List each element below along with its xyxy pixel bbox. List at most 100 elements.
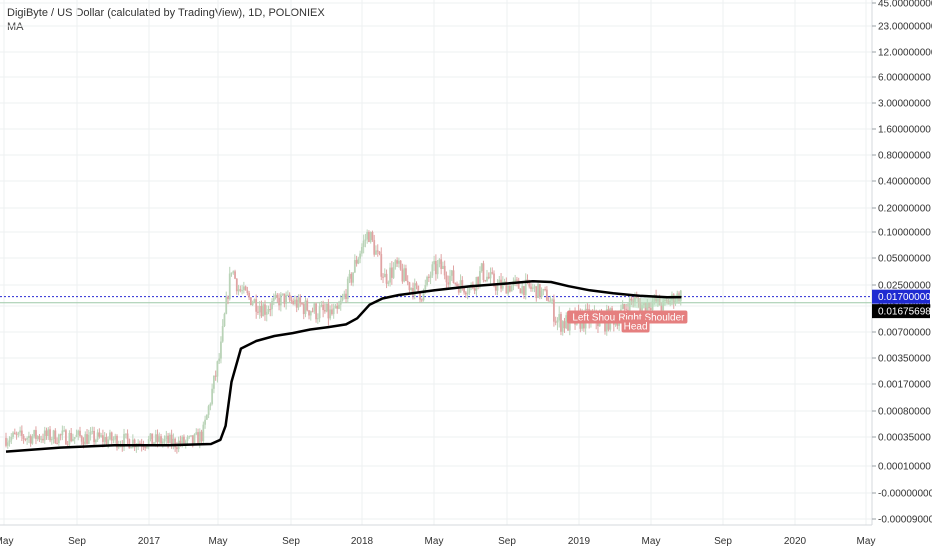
candle-body — [288, 294, 291, 301]
candle-body — [96, 432, 99, 440]
candle-body — [385, 273, 388, 284]
candle-body — [323, 310, 326, 312]
candle-body — [57, 434, 60, 444]
candle-body — [547, 300, 550, 302]
candle-body — [304, 300, 307, 315]
candle-body — [29, 435, 32, 444]
candle-body — [353, 260, 356, 273]
candle-body — [168, 434, 171, 443]
candle-body — [242, 286, 245, 291]
candle-body — [315, 303, 317, 320]
candle-body — [417, 285, 420, 293]
candle-body — [101, 435, 104, 442]
candle-body — [475, 277, 478, 291]
candle-body — [537, 284, 539, 299]
candle-body — [563, 321, 566, 329]
candle-body — [533, 286, 536, 288]
candle-body — [510, 285, 513, 292]
candle-body — [394, 260, 397, 268]
candle-body — [77, 430, 80, 435]
candle-body — [449, 275, 451, 285]
y-tick-label: 12.00000000 — [878, 48, 932, 59]
candle-body — [47, 429, 50, 436]
candle-body — [477, 277, 480, 286]
candle-body — [241, 290, 243, 292]
x-axis-panel[interactable] — [0, 525, 872, 550]
candle-body — [507, 286, 510, 294]
candle-body — [413, 283, 416, 296]
candle-body — [191, 435, 194, 444]
candle-body — [325, 303, 328, 312]
candle-body — [597, 322, 599, 327]
candle-body — [110, 432, 113, 441]
candle-body — [498, 279, 501, 284]
candle-body — [264, 304, 266, 315]
candle-body — [59, 434, 62, 436]
candle-body — [392, 267, 395, 278]
x-axis[interactable]: May Sep 2017 May Sep 2018 May Sep 2019 May Sep 2020… — [0, 536, 875, 547]
x-tick-label: May — [209, 536, 228, 547]
y-tick-label: 6.00000000 — [878, 73, 931, 84]
candle-body — [479, 271, 481, 286]
annotation-box[interactable] — [621, 319, 650, 333]
candle-body — [364, 239, 367, 241]
candle-body — [387, 282, 390, 284]
candle-body — [35, 430, 37, 439]
candle-body — [246, 290, 249, 294]
candle-body — [456, 283, 458, 287]
candle-body — [260, 305, 263, 317]
candle-body — [112, 439, 115, 441]
candle-body — [461, 280, 464, 288]
y-tick-label: 0.80000000 — [878, 151, 931, 162]
candle-body — [283, 293, 286, 304]
candle-body — [172, 438, 175, 445]
candle-body — [279, 294, 282, 306]
candle-body — [181, 436, 184, 444]
candle-body — [447, 282, 450, 285]
y-axis-panel[interactable] — [872, 0, 932, 550]
candle-body — [322, 304, 325, 311]
candle-body — [410, 288, 413, 290]
candle-body — [61, 430, 64, 436]
candle-body — [415, 283, 418, 286]
candle-body — [105, 436, 108, 444]
candle-body — [72, 438, 74, 441]
candle-body — [313, 303, 316, 312]
candle-body — [94, 439, 97, 443]
candle-body — [436, 263, 439, 275]
candle-body — [20, 430, 23, 436]
candle-body — [33, 430, 36, 437]
ma-badge — [872, 304, 930, 319]
candle-body — [334, 305, 337, 309]
candle-body — [214, 375, 217, 377]
candle-body — [355, 260, 358, 264]
candle-body — [42, 438, 44, 441]
candle-body — [318, 306, 321, 319]
candle-body — [212, 375, 215, 389]
candle-body — [565, 315, 568, 329]
candle-body — [292, 300, 295, 304]
candle-body — [401, 269, 404, 282]
candle-body — [24, 439, 27, 441]
candle-body — [445, 275, 448, 283]
candle-body — [366, 231, 369, 240]
indicator-label[interactable]: MA — [7, 21, 24, 33]
candle-body — [186, 437, 189, 441]
candle-body — [331, 309, 333, 315]
candle-body — [200, 431, 203, 442]
candle-body — [218, 358, 221, 362]
candle-body — [466, 292, 469, 295]
candle-body — [389, 267, 391, 283]
candle-body — [295, 299, 298, 308]
candle-body — [202, 424, 205, 442]
candle-body — [491, 272, 494, 274]
y-tick-label: 0.00080000 — [878, 407, 931, 418]
ma-line[interactable] — [5, 280, 682, 453]
candle-body — [50, 439, 53, 441]
x-tick-label: 2018 — [351, 536, 374, 547]
candle-body — [54, 430, 57, 444]
y-tick-label: 0.05000000 — [878, 254, 931, 265]
y-tick-label: 0.00035000 — [878, 433, 931, 444]
